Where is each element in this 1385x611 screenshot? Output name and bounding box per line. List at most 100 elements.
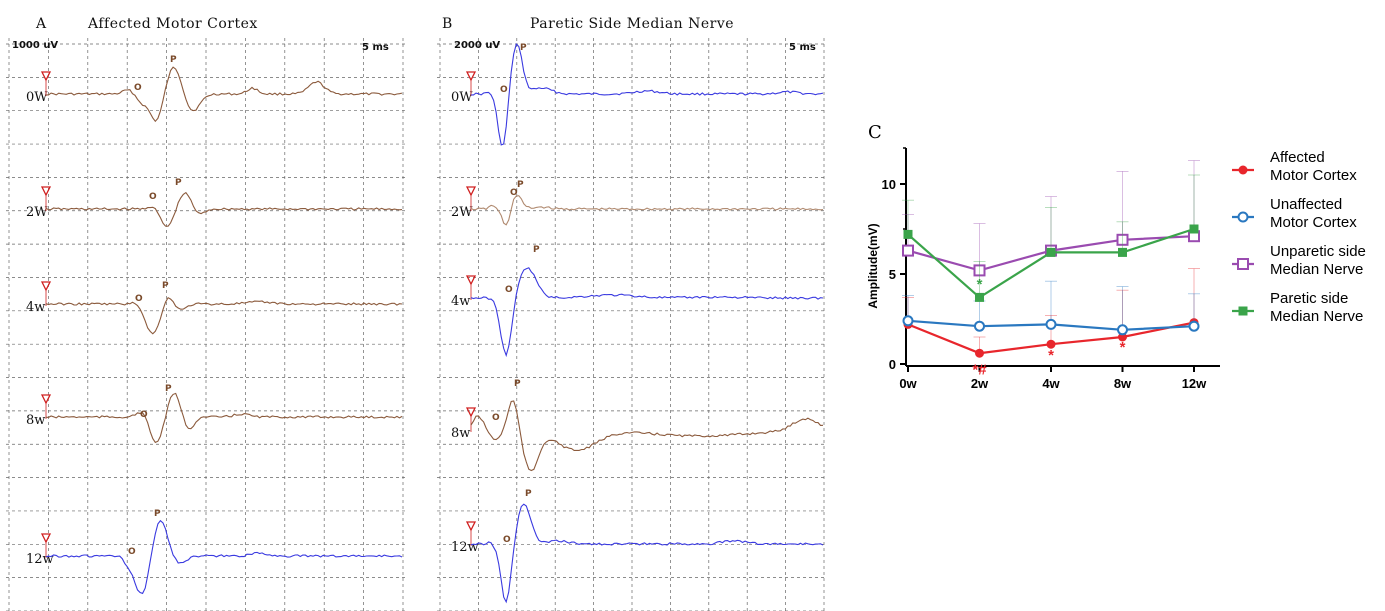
data-point: [973, 264, 986, 277]
panel-c-letter: C: [868, 122, 882, 143]
legend-label: Affected: [1270, 149, 1325, 166]
legend-marker: [1237, 258, 1249, 270]
onset-label: O: [500, 85, 508, 95]
peak-label: P: [165, 384, 172, 394]
legend-label: Median Nerve: [1270, 308, 1363, 325]
data-point: [975, 348, 984, 358]
significance-annotation: *: [1048, 347, 1054, 364]
trace-row-8w: 8w O P: [451, 379, 824, 472]
stimulus-marker-icon: [40, 281, 52, 292]
stimulus-marker-icon: [40, 186, 52, 197]
peak-label: P: [514, 379, 521, 389]
peak-label: P: [154, 509, 161, 519]
y-tick-label: 10: [882, 177, 896, 192]
onset-label: O: [135, 294, 143, 304]
data-point: [903, 229, 913, 239]
significance-annotation: *#: [972, 362, 987, 379]
x-tick-label: 2w: [971, 376, 989, 391]
x-tick-label: 12w: [1182, 376, 1207, 391]
panel-b-grid: [437, 38, 827, 611]
row-time-label: 12w: [26, 552, 54, 567]
stimulus-marker-icon: [40, 71, 52, 82]
waveform-trace: [46, 66, 403, 123]
panel-b-amplitude-scale: 2000 uV: [454, 40, 500, 51]
trace-row-2W: 2W OP: [451, 180, 824, 226]
trace-row-4w: 4w O P: [26, 281, 403, 335]
trace-row-12w: 12w O P: [26, 509, 403, 595]
panel-a-amplitude-scale: 1000 uV: [12, 40, 58, 51]
row-time-label: 2W: [451, 205, 473, 220]
panel-b-paretic-median-nerve: B Paretic Side Median Nerve 2000 uV 5 ms…: [437, 8, 827, 611]
panel-c-amplitude-chart: C 0 5 10 0w 2w 4w 8w 12w Amplitude(mV) *# * * * Aff…: [850, 110, 1385, 410]
waveform-trace: [45, 191, 403, 227]
legend-label: Unaffected: [1270, 196, 1342, 213]
series-2: [902, 160, 1200, 277]
waveform-trace: [470, 400, 824, 472]
peak-label: P: [533, 245, 540, 255]
legend-label: Median Nerve: [1270, 261, 1363, 278]
series-1: [902, 280, 1200, 336]
waveform-trace: [470, 195, 824, 226]
panel-a-affected-motor-cortex: A Affected Motor Cortex 1000 uV 5 ms 0W O…: [6, 8, 406, 611]
data-point: [902, 315, 914, 327]
panel-b-letter: B: [442, 16, 452, 32]
peak-label: P: [175, 178, 182, 188]
row-time-label: 4w: [451, 294, 470, 309]
waveform-trace: [470, 503, 824, 604]
legend-label: Unparetic side: [1270, 243, 1366, 260]
stimulus-marker-icon: [465, 71, 477, 82]
waveform-trace: [470, 267, 824, 358]
amplitude-line-chart: C 0 5 10 0w 2w 4w 8w 12w Amplitude(mV) *# * * * Aff…: [866, 122, 1366, 391]
row-time-label: 2W: [26, 205, 48, 220]
peak-label: P: [517, 180, 524, 190]
legend-label: Motor Cortex: [1270, 214, 1357, 231]
data-point: [902, 244, 914, 257]
data-point: [1046, 339, 1056, 349]
y-tick-label: 5: [889, 267, 896, 282]
row-time-label: 0W: [451, 90, 473, 105]
legend-label: Motor Cortex: [1270, 167, 1357, 184]
peak-label: P: [525, 489, 532, 499]
trace-row-8w: 8w O P: [26, 384, 403, 444]
panel-a-title: Affected Motor Cortex: [87, 16, 258, 32]
stimulus-marker-icon: [465, 521, 477, 532]
legend-marker: [1238, 165, 1248, 175]
data-point: [975, 292, 984, 302]
panel-a-time-scale: 5 ms: [362, 42, 389, 53]
onset-label: O: [128, 547, 136, 557]
row-time-label: 12w: [451, 540, 479, 555]
data-point: [1118, 247, 1127, 257]
panel-a-grid: [6, 38, 406, 611]
onset-label: O: [140, 410, 148, 420]
chart-axes: 0 5 10 0w 2w 4w 8w 12w Amplitude(mV): [866, 147, 1220, 391]
onset-label: O: [134, 83, 142, 93]
trace-row-0W: 0W O P: [26, 55, 403, 123]
chart-annotations: *# * * *: [972, 276, 1125, 379]
panel-b-traces: B Paretic Side Median Nerve 2000 uV 5 ms…: [437, 16, 827, 611]
panel-a-letter: A: [35, 16, 47, 32]
trace-row-2W: 2W O P: [26, 178, 403, 227]
onset-label: O: [510, 188, 518, 198]
onset-label: O: [503, 535, 511, 545]
legend-marker: [1237, 211, 1249, 223]
legend-marker: [1238, 306, 1248, 316]
trace-row-0W: 0W O P: [451, 43, 824, 146]
stimulus-marker-icon: [40, 394, 52, 405]
chart-series: [902, 160, 1200, 358]
data-point: [974, 320, 985, 332]
series-3: [902, 174, 1200, 302]
onset-label: O: [505, 285, 513, 295]
waveform-trace: [45, 519, 403, 595]
peak-label: P: [170, 55, 177, 65]
data-point: [1116, 233, 1129, 246]
waveform-trace: [471, 43, 824, 146]
onset-label: O: [149, 192, 157, 202]
row-time-label: 0W: [26, 90, 48, 105]
trace-row-4w: 4w O P: [451, 245, 824, 358]
x-tick-label: 4w: [1042, 376, 1060, 391]
row-time-label: 8w: [451, 426, 470, 441]
